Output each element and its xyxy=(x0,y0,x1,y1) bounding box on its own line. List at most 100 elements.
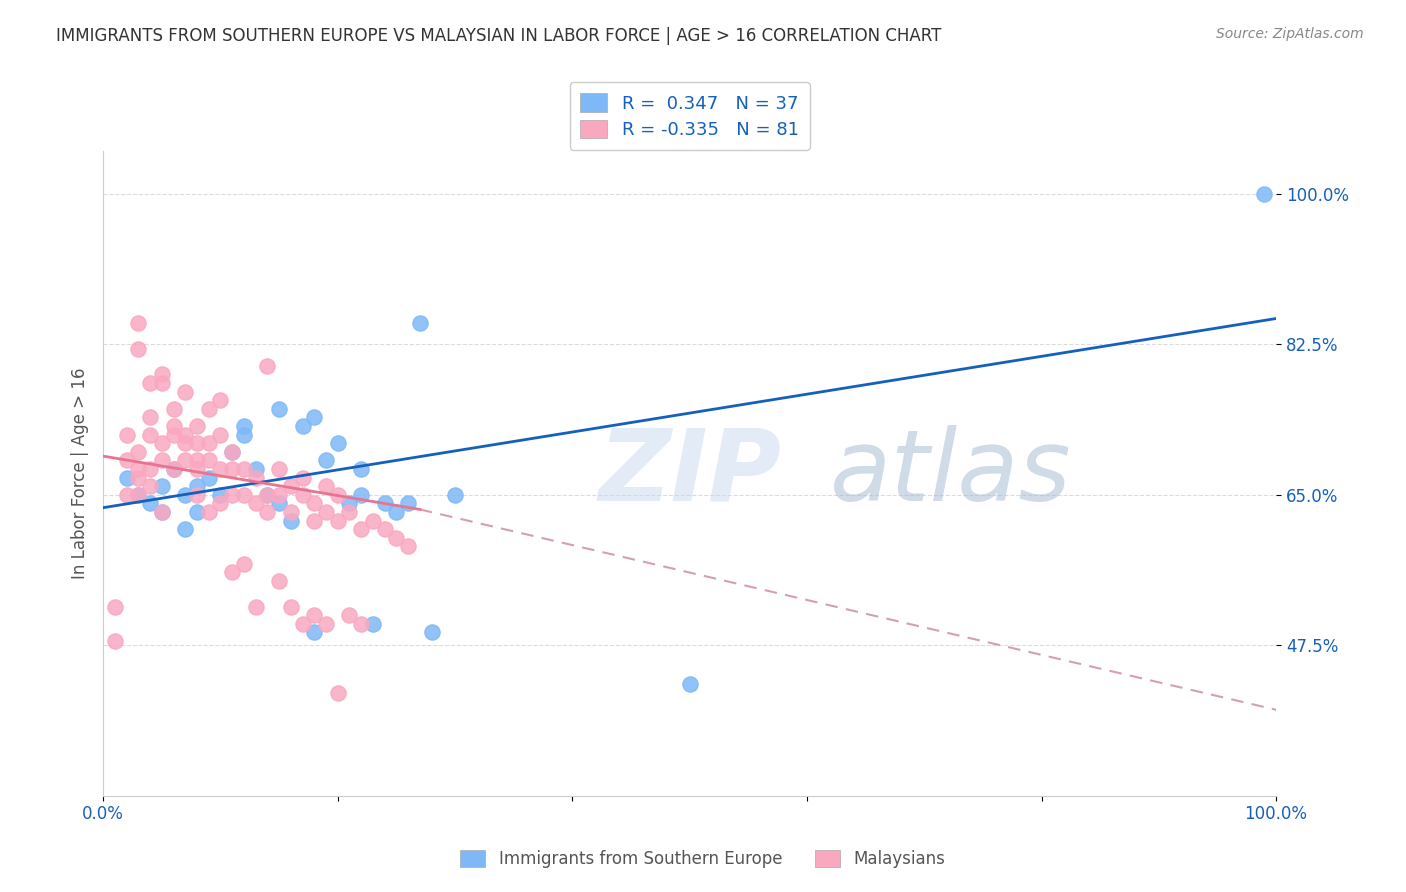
Point xyxy=(232,462,254,476)
Point xyxy=(104,634,127,648)
Point xyxy=(361,616,384,631)
Point xyxy=(162,427,184,442)
Point xyxy=(186,462,208,476)
Point xyxy=(326,436,349,450)
Legend: Immigrants from Southern Europe, Malaysians: Immigrants from Southern Europe, Malaysi… xyxy=(454,843,952,875)
Point xyxy=(374,496,396,510)
Point xyxy=(162,419,184,434)
Point xyxy=(150,436,173,450)
Point xyxy=(186,505,208,519)
Point xyxy=(127,470,149,484)
Point xyxy=(197,505,219,519)
Point xyxy=(197,401,219,416)
Point xyxy=(267,462,290,476)
Point xyxy=(267,401,290,416)
Point xyxy=(221,565,243,579)
Point xyxy=(326,685,349,699)
Point xyxy=(350,462,373,476)
Point xyxy=(256,488,278,502)
Point xyxy=(291,419,314,434)
Point xyxy=(304,625,326,640)
Point xyxy=(115,470,138,484)
Point xyxy=(186,479,208,493)
Point xyxy=(221,462,243,476)
Point xyxy=(221,444,243,458)
Point xyxy=(150,505,173,519)
Point xyxy=(409,316,432,330)
Point xyxy=(197,453,219,467)
Text: IMMIGRANTS FROM SOUTHERN EUROPE VS MALAYSIAN IN LABOR FORCE | AGE > 16 CORRELATI: IMMIGRANTS FROM SOUTHERN EUROPE VS MALAY… xyxy=(56,27,942,45)
Point xyxy=(245,599,267,614)
Point xyxy=(339,608,361,623)
Point xyxy=(385,531,408,545)
Point xyxy=(150,453,173,467)
Point xyxy=(162,401,184,416)
Point xyxy=(350,522,373,536)
Point xyxy=(115,488,138,502)
Point xyxy=(339,496,361,510)
Point xyxy=(232,419,254,434)
Point xyxy=(350,488,373,502)
Point xyxy=(139,376,162,390)
Point xyxy=(304,608,326,623)
Point xyxy=(291,488,314,502)
Point xyxy=(162,462,184,476)
Point xyxy=(209,427,232,442)
Point xyxy=(1253,186,1275,201)
Point xyxy=(444,488,467,502)
Text: atlas: atlas xyxy=(831,425,1071,522)
Point xyxy=(139,427,162,442)
Point xyxy=(209,462,232,476)
Point xyxy=(186,419,208,434)
Point xyxy=(396,496,419,510)
Point xyxy=(304,410,326,425)
Point xyxy=(221,444,243,458)
Point xyxy=(361,514,384,528)
Point xyxy=(267,574,290,588)
Point xyxy=(245,496,267,510)
Point xyxy=(139,462,162,476)
Text: ZIP: ZIP xyxy=(598,425,782,522)
Point xyxy=(139,410,162,425)
Point xyxy=(304,496,326,510)
Point xyxy=(139,496,162,510)
Point xyxy=(186,436,208,450)
Point xyxy=(115,453,138,467)
Point xyxy=(374,522,396,536)
Point xyxy=(315,616,337,631)
Point xyxy=(209,496,232,510)
Point xyxy=(127,488,149,502)
Y-axis label: In Labor Force | Age > 16: In Labor Force | Age > 16 xyxy=(72,368,89,579)
Point xyxy=(127,342,149,356)
Point xyxy=(396,540,419,554)
Point xyxy=(256,488,278,502)
Point xyxy=(280,479,302,493)
Point xyxy=(150,376,173,390)
Point xyxy=(139,479,162,493)
Point xyxy=(291,470,314,484)
Point xyxy=(280,514,302,528)
Point xyxy=(186,488,208,502)
Point xyxy=(385,505,408,519)
Point xyxy=(326,488,349,502)
Point xyxy=(304,514,326,528)
Point xyxy=(256,505,278,519)
Point xyxy=(209,488,232,502)
Point xyxy=(209,393,232,408)
Point xyxy=(339,505,361,519)
Point xyxy=(174,488,197,502)
Point xyxy=(127,488,149,502)
Point xyxy=(267,488,290,502)
Point xyxy=(256,359,278,373)
Point xyxy=(245,470,267,484)
Point xyxy=(315,453,337,467)
Point xyxy=(267,496,290,510)
Point xyxy=(221,488,243,502)
Point xyxy=(315,505,337,519)
Point xyxy=(127,462,149,476)
Point xyxy=(232,488,254,502)
Legend: R =  0.347   N = 37, R = -0.335   N = 81: R = 0.347 N = 37, R = -0.335 N = 81 xyxy=(569,82,810,150)
Point xyxy=(280,505,302,519)
Point xyxy=(174,427,197,442)
Point xyxy=(326,514,349,528)
